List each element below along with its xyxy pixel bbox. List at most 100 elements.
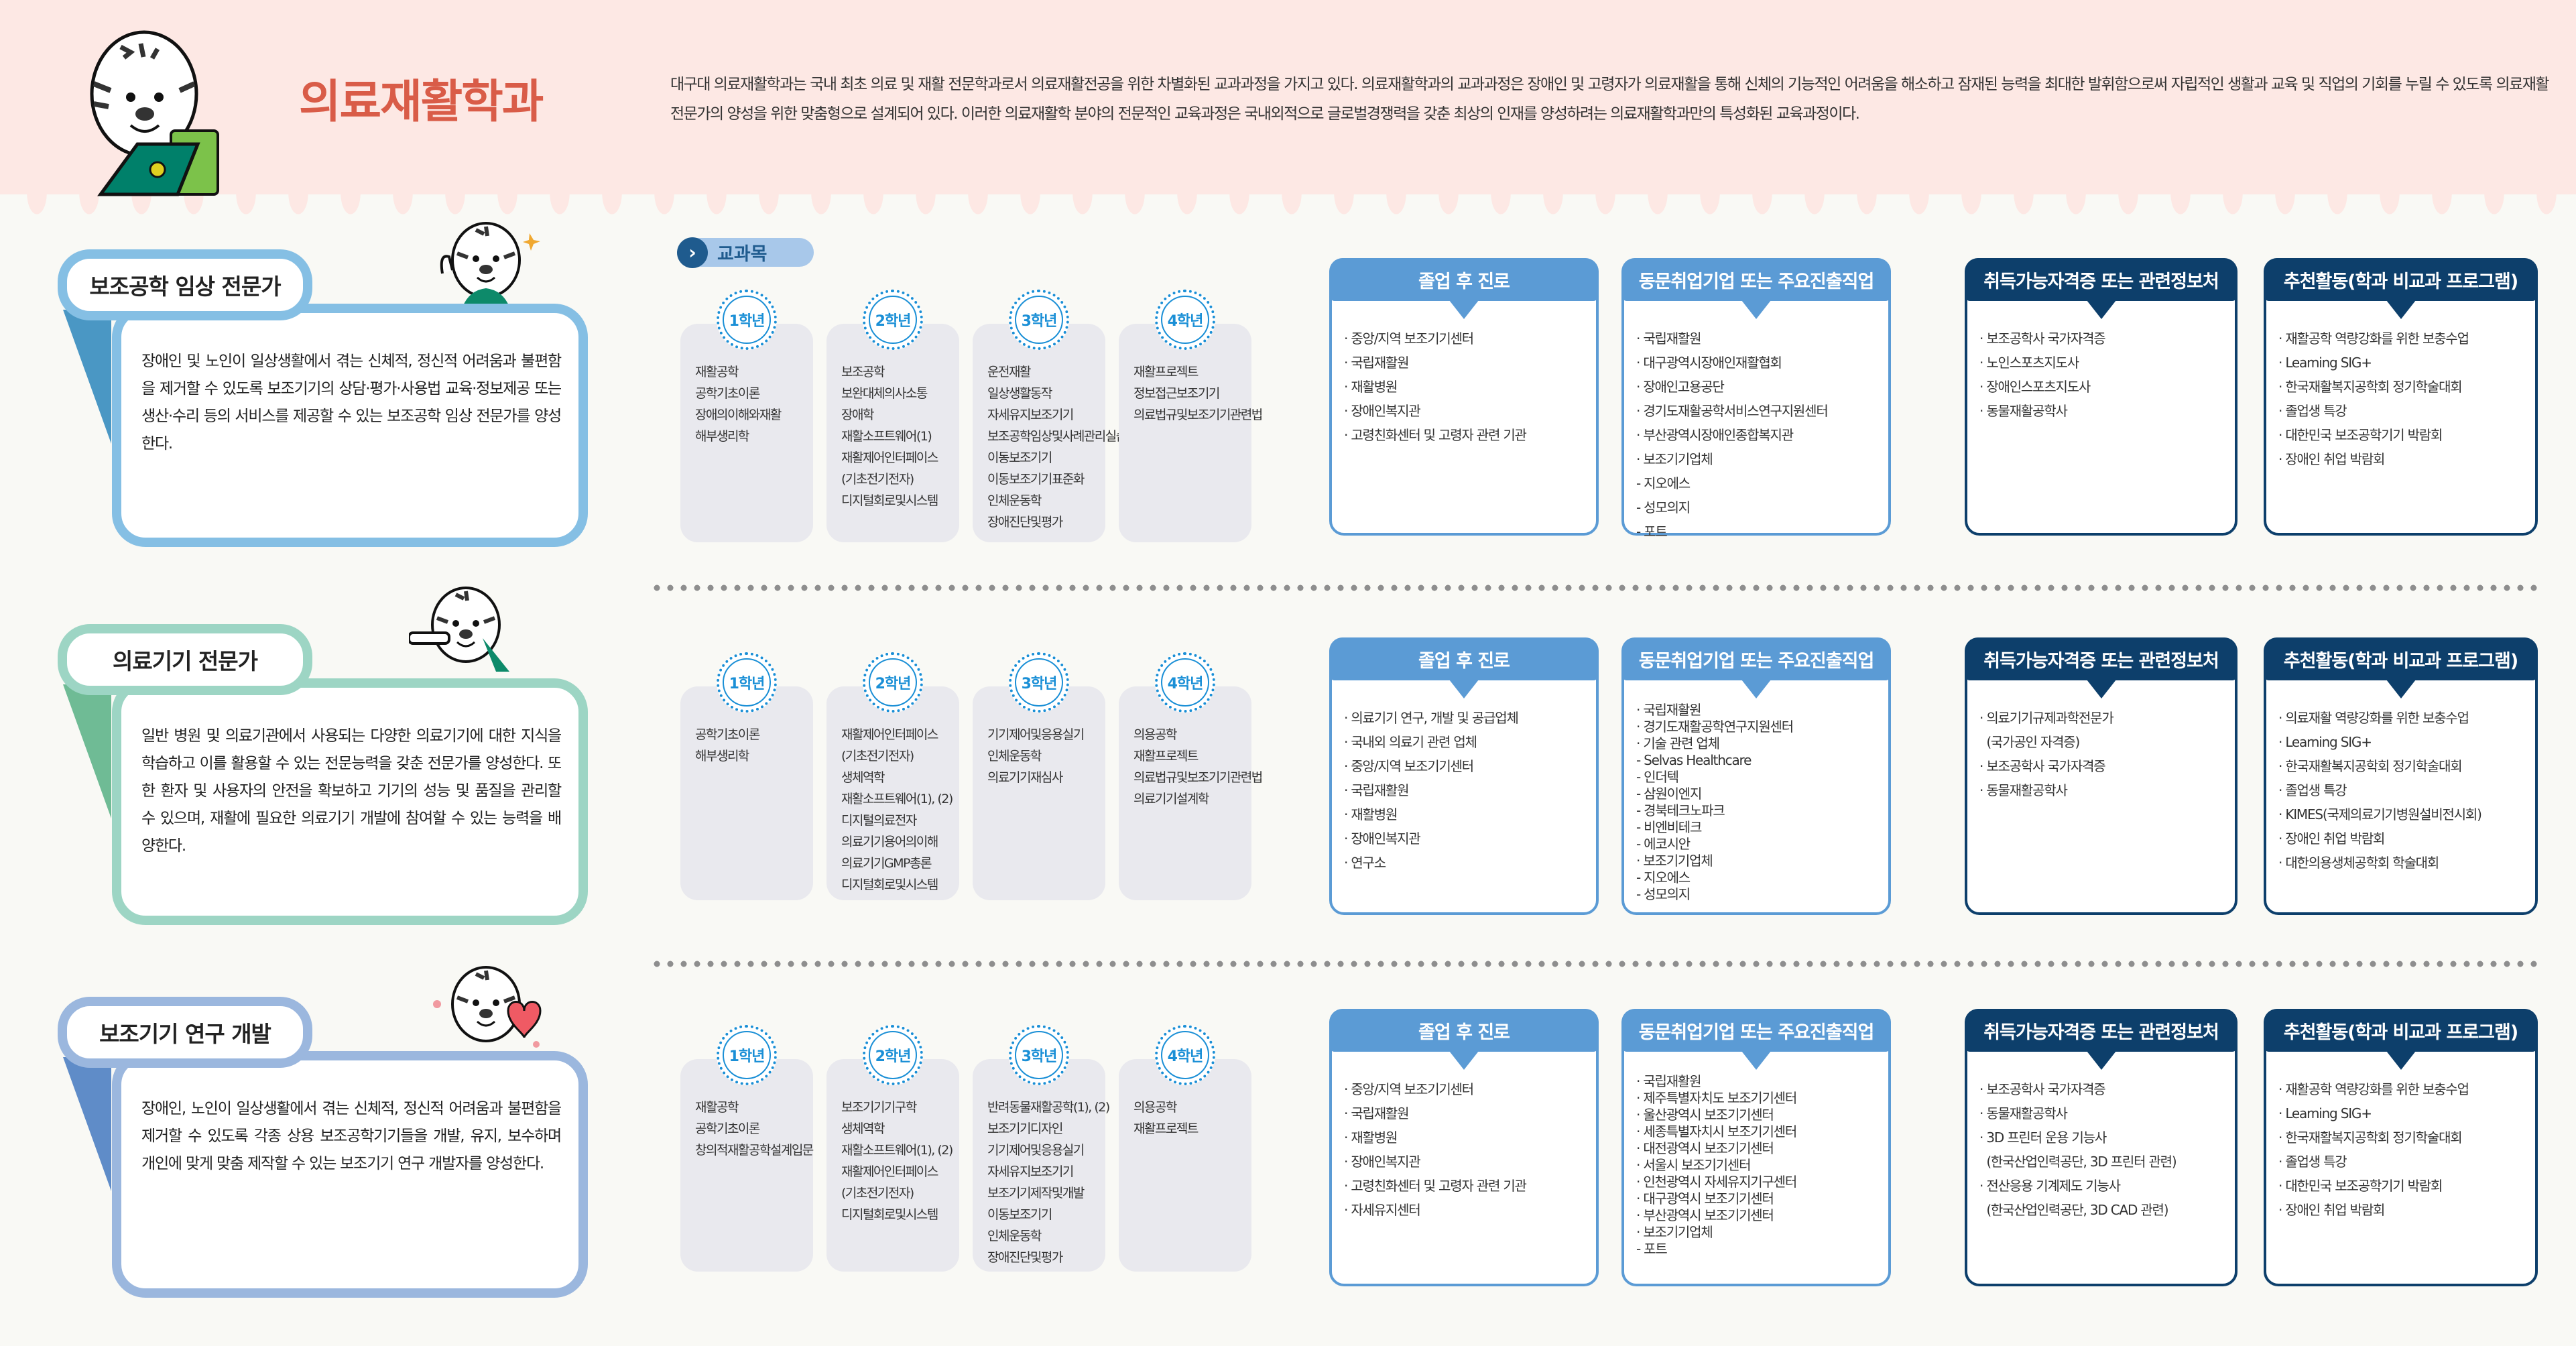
tiger-thumbs-up-icon [440,222,540,307]
list-item: · 한국재활복지공학회 정기학술대회 [2278,758,2463,774]
info-box-header: 동문취업기업 또는 주요진출직업 [1621,637,1891,680]
year-course-card: 반려동물재활공학(1), (2) 보조기기디자인 기기제어및응용실기 자세유지보조기기… [973,1059,1110,1272]
list-item: · 동물재활공학사 [1979,782,2068,798]
info-list: · 국립재활원 · 제주특별자치도 보조기기센터 · 울산광역시 보조기기센터 · 세… [1636,1073,1883,1258]
section-description: 장애인, 노인이 일상생활에서 겪는 신체적, 정신적 어려움과 불편함을 제거… [112,1051,588,1298]
info-box-header: 추천활동(학과 비교과 프로그램) [2264,637,2538,680]
list-item: · 동물재활공학사 [1979,1105,2068,1121]
list-item: · 보조공학사 국가자격증 [1979,1081,2106,1097]
course-item: 의료기기설계학 [1133,792,1209,806]
list-item: · 대한민국 보조공학기기 박람회 [2278,427,2443,443]
list-item: · 재활공학 역량강화를 위한 보충수업 [2278,330,2469,347]
list-item: - 지오에스 [1636,869,1691,885]
list-item: · 졸업생 특강 [2278,403,2347,419]
info-list: · 중앙/지역 보조기기센터 · 국립재활원 · 재활병원 · 장애인복지관 · 고령친… [1344,326,1591,447]
list-item: · 보조기기업체 [1636,1224,1713,1240]
course-item: 자세유지보조기기 [987,1164,1074,1179]
department-description: 대구대 의료재활학과는 국내 최초 의료 및 재활 전문학과로서 의료재활전공을… [670,76,2550,123]
course-item: 자세유지보조기기 [987,408,1074,422]
list-item: - 지오에스 [1636,475,1691,491]
course-item: 재활제어인터페이스 [841,1164,938,1179]
course-item: 재활소프트웨어(1), (2) [841,1143,953,1158]
list-item: · 재활병원 [1344,379,1398,395]
info-box-header: 졸업 후 진로 [1329,258,1599,301]
list-item: - 비엔비테크 [1636,819,1702,835]
year-course-card: 기기제어및응용실기 인체운동학 의료기기재심사 [973,686,1105,900]
course-item: 의료법규및보조기기관련법 [1133,408,1263,422]
year-course-card: 운전재활 일상생활동작 자세유지보조기기 보조공학임상및사례관리실습 이동보조기기 이동보… [973,324,1127,542]
list-item: · 대구광역시장애인재활협회 [1636,355,1782,371]
info-box: 취득가능자격증 또는 관련정보처 · 보조공학사 국가자격증 · 노인스포츠지도사 ·… [1965,258,2237,536]
year-badge: 4학년 [1155,290,1215,350]
course-item: 재활제어인터페이스 [841,450,938,465]
list-item: · 보조기기업체 [1636,451,1713,467]
info-box-header: 졸업 후 진로 [1329,637,1599,680]
list-item: · 의료기기규제과학전문가 [1979,710,2114,726]
year-label: 1학년 [723,658,771,707]
year-badge: 3학년 [1009,1025,1069,1085]
year-label: 2학년 [869,658,917,707]
ribbon-fold [63,684,111,818]
pointer-triangle [2086,300,2116,319]
course-item: 공학기초이론 [695,1121,760,1136]
year-course-card: 재활프로젝트 정보접근보조기기 의료법규및보조기기관련법 [1119,324,1263,542]
course-item: 인체운동학 [987,493,1042,508]
list-item: · 국립재활원 [1636,702,1702,718]
ribbon-fold [63,1057,111,1191]
year-badge: 1학년 [717,290,777,350]
info-box: 동문취업기업 또는 주요진출직업 · 국립재활원 · 대구광역시장애인재활협회 · 장… [1621,258,1891,540]
info-list: · 보조공학사 국가자격증 · 노인스포츠지도사 · 장애인스포츠지도사 · 동물재활… [1979,326,2229,423]
course-item: 재활소프트웨어(1) [841,429,932,444]
info-list: · 의료기기 연구, 개발 및 공급업체 · 국내외 의료기 관련 업체 · 중앙/… [1344,706,1591,875]
info-list: · 국립재활원 · 대구광역시장애인재활협회 · 장애인고용공단 · 경기도재활공학서… [1636,326,1883,544]
year-badge: 3학년 [1009,652,1069,713]
course-item: 의료법규및보조기기관련법 [1133,770,1263,785]
list-item: · 자세유지센터 [1344,1202,1421,1218]
list-item: · 세종특별자치시 보조기기센터 [1636,1123,1797,1140]
info-box: 취득가능자격증 또는 관련정보처 · 의료기기규제과학전문가 (국가공인 자격증)… [1965,637,2237,915]
list-item: · Learning SIG+ [2278,1105,2372,1121]
course-item: 보조기기제작및개발 [987,1186,1085,1201]
list-item: · 국립재활원 [1344,355,1410,371]
course-item: 기기제어및응용실기 [987,1143,1085,1158]
pointer-triangle [1449,680,1479,698]
course-item: 보조공학임상및사례관리실습 [987,429,1127,444]
list-item: · Learning SIG+ [2278,734,2372,750]
list-item: · 서울시 보조기기센터 [1636,1157,1751,1173]
course-item: 이동보조기기 [987,1207,1052,1222]
list-item: · 부산광역시장애인종합복지관 [1636,427,1794,443]
scalloped-edge [0,193,2576,216]
list-item: · 고령친화센터 및 고령자 관련 기관 [1344,427,1527,443]
pointer-triangle [2386,1051,2416,1070]
year-badge: 2학년 [863,652,923,713]
list-item: - 에코시안 [1636,836,1691,852]
list-item: · 노인스포츠지도사 [1979,355,2079,371]
list-item: · 한국재활복지공학회 정기학술대회 [2278,379,2463,395]
year-course-card: 재활공학 공학기초이론 창의적재활공학설계입문 [680,1059,814,1272]
dotted-divider [654,585,2538,591]
list-item: · 장애인 취업 박람회 [2278,1202,2385,1218]
list-item: · 대구광역시 보조기기센터 [1636,1190,1774,1207]
course-item: 보완대체의사소통 [841,386,928,401]
course-item: 보조기기기구학 [841,1100,917,1115]
course-item: 반려동물재활공학(1), (2) [987,1100,1110,1115]
course-item: 의용공학 [1133,1100,1177,1115]
info-list: · 중앙/지역 보조기기센터 · 국립재활원 · 재활병원 · 장애인복지관 · 고령친… [1344,1077,1591,1222]
year-label: 3학년 [1015,1031,1063,1079]
list-item: - Selvas Healthcare [1636,752,1752,768]
course-item: 공학기초이론 [695,386,760,401]
pointer-triangle [2386,300,2416,319]
course-item: 재활제어인터페이스 [841,727,938,742]
year-badge: 3학년 [1009,290,1069,350]
year-label: 3학년 [1015,296,1063,344]
pointer-triangle [1741,300,1771,319]
course-item: 장애진단및평가 [987,515,1063,530]
info-box: 동문취업기업 또는 주요진출직업 · 국립재활원 · 경기도재활공학연구지원센터 · … [1621,637,1891,915]
course-item: 이동보조기기 [987,450,1052,465]
list-item: · 국립재활원 [1344,782,1410,798]
list-item: · 장애인복지관 [1344,831,1421,847]
course-item: 창의적재활공학설계입문 [695,1143,814,1158]
list-item: · 연구소 [1344,855,1386,871]
info-box-header: 동문취업기업 또는 주요진출직업 [1621,258,1891,301]
info-box: 추천활동(학과 비교과 프로그램) · 의료재활 역량강화를 위한 보충수업 · L… [2264,637,2538,915]
